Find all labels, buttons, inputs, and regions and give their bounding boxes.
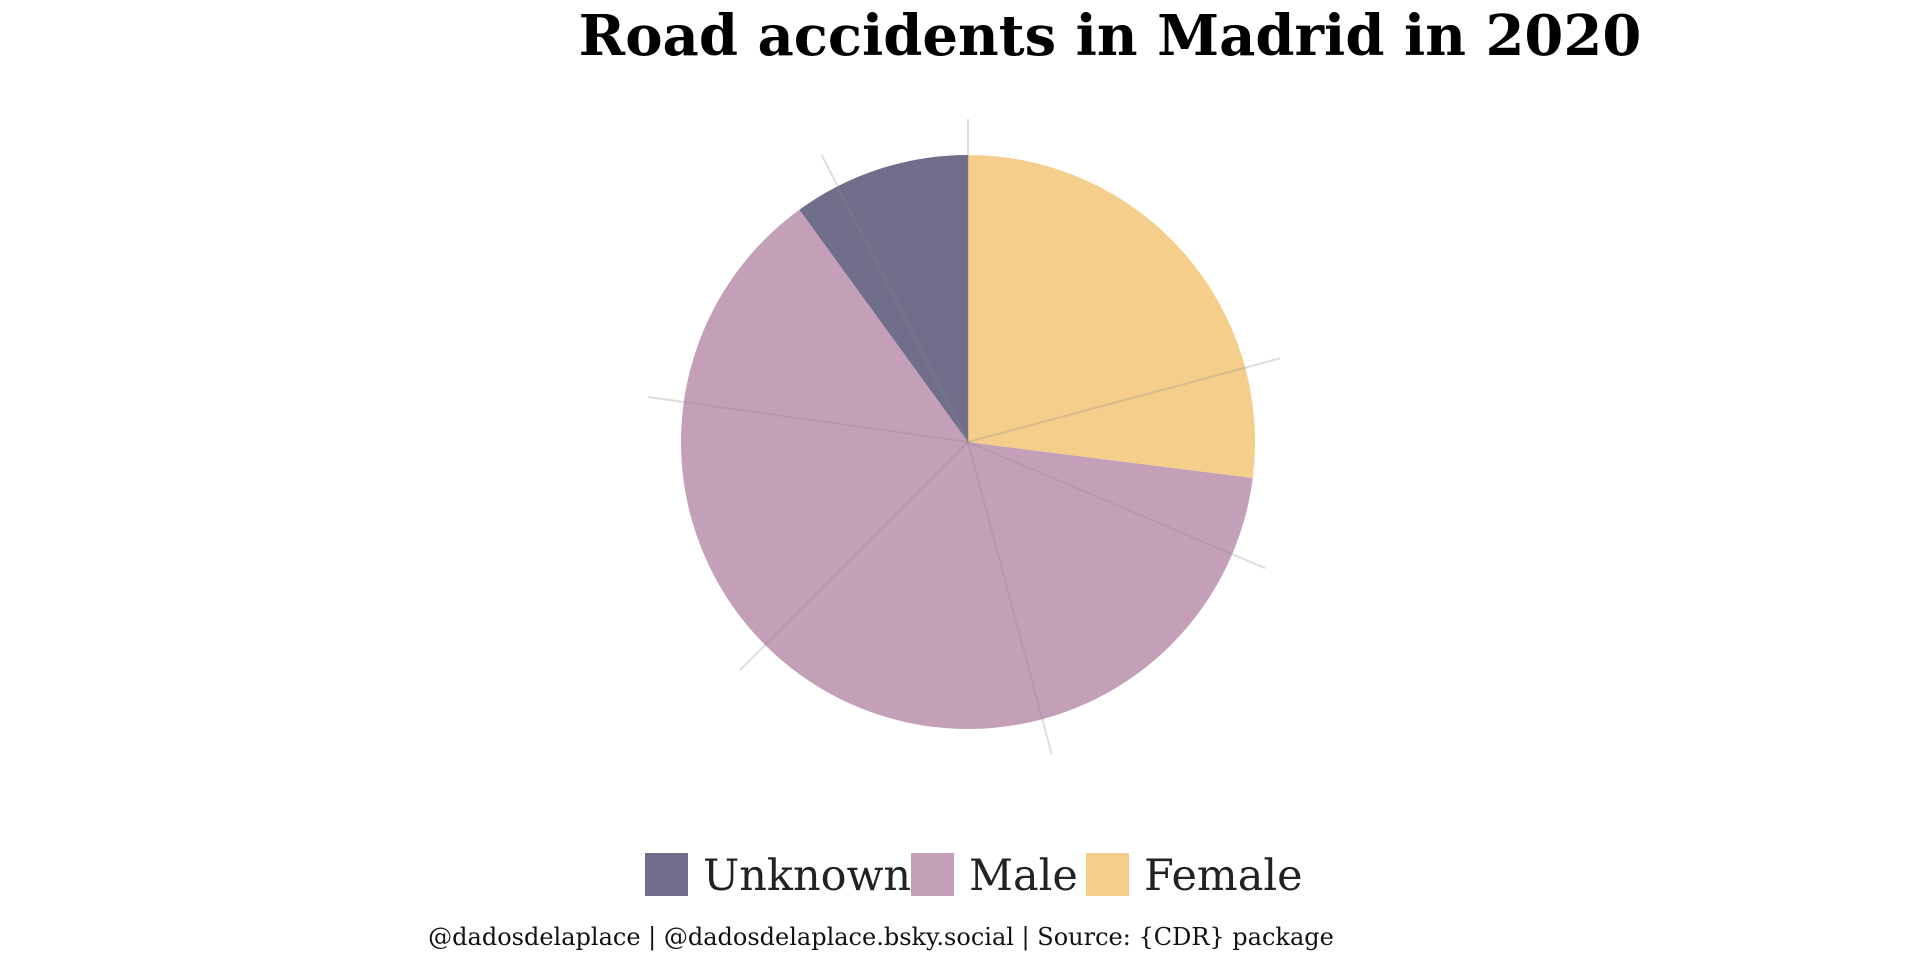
- legend-swatch-female: [1086, 853, 1129, 896]
- legend: Unknown Male Female: [645, 851, 1303, 901]
- legend-swatch-male: [911, 853, 954, 896]
- radial-gridline-2: [967, 441, 1266, 570]
- legend-swatch-unknown: [645, 853, 688, 896]
- legend-label-female: Female: [1144, 851, 1303, 901]
- pie-slice-female: [968, 155, 1256, 478]
- pie-slice-unknown: [799, 155, 968, 442]
- chart-title: Road accidents in Madrid in 2020: [579, 3, 1642, 69]
- radial-gridlines: [648, 119, 1281, 755]
- radial-gridline-4: [738, 441, 969, 672]
- chart-caption: @dadosdelaplace | @dadosdelaplace.bsky.s…: [428, 923, 1334, 952]
- pie-slices: [681, 155, 1256, 729]
- legend-label-male: Male: [969, 851, 1078, 901]
- radial-gridline-1: [967, 357, 1281, 443]
- legend-label-unknown: Unknown: [703, 851, 911, 901]
- radial-gridline-5: [648, 396, 969, 443]
- radial-gridline-6: [820, 153, 969, 443]
- radial-gridline-3: [967, 441, 1053, 755]
- pie-slice-male: [681, 209, 1253, 729]
